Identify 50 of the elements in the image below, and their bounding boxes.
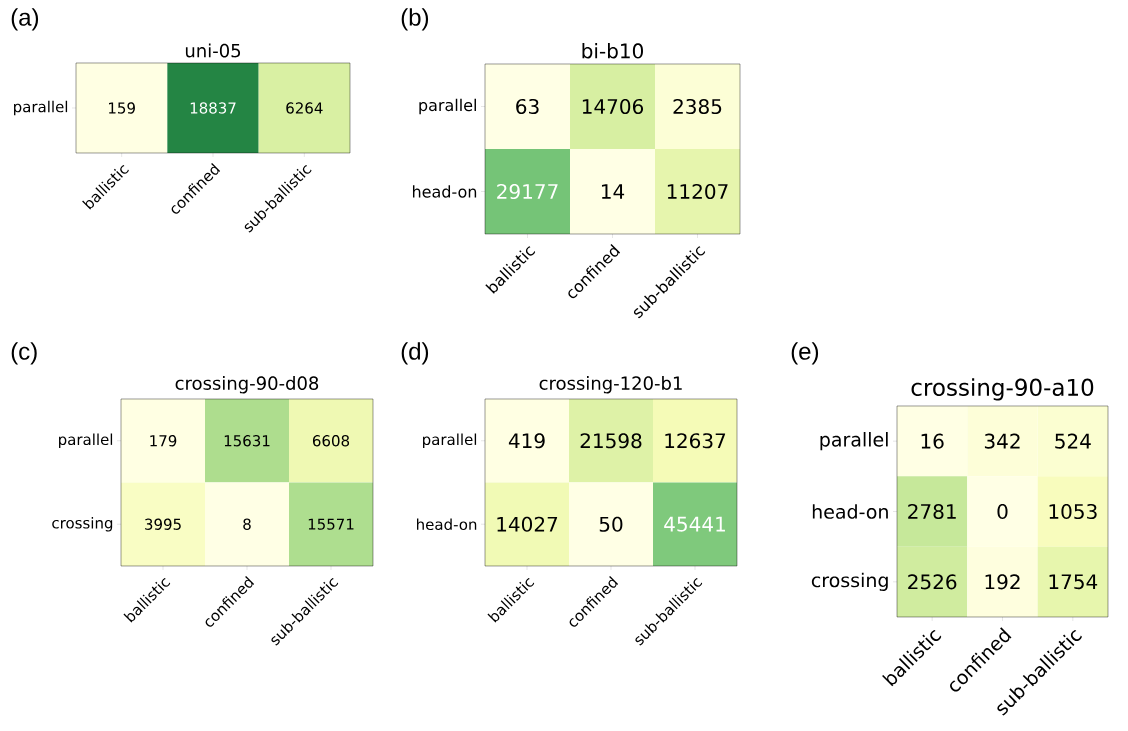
chart-title: crossing-90-a10 bbox=[911, 378, 1094, 401]
text: (e) bbox=[791, 342, 819, 365]
data-label: 18837 bbox=[190, 102, 236, 114]
y-tick-label: parallel bbox=[820, 431, 888, 451]
data-label: 342 bbox=[984, 433, 1020, 449]
y-tick-label: head-on bbox=[417, 518, 477, 531]
data-label: 3995 bbox=[145, 518, 181, 530]
y-tick-label: crossing bbox=[52, 516, 113, 532]
data-label: 14706 bbox=[582, 98, 644, 115]
data-label: 2781 bbox=[908, 503, 956, 520]
data-label: 1053 bbox=[1049, 503, 1097, 520]
data-label: 1754 bbox=[1049, 574, 1098, 590]
y-tick-label: parallel bbox=[59, 433, 113, 448]
data-label: 159 bbox=[109, 102, 135, 114]
data-label: 15571 bbox=[308, 518, 354, 530]
chart-title: crossing-120-b1 bbox=[539, 376, 682, 394]
data-label: 21598 bbox=[580, 433, 642, 449]
chart-title: uni-05 bbox=[185, 43, 241, 58]
y-tick-label: head-on bbox=[812, 504, 888, 519]
data-label: 29177 bbox=[497, 183, 558, 200]
data-label: 419 bbox=[508, 433, 545, 449]
data-label: 8 bbox=[243, 518, 251, 530]
data-label: 16 bbox=[921, 433, 944, 449]
data-label: 45441 bbox=[664, 516, 725, 532]
y-tick-label: crossing bbox=[811, 572, 888, 592]
text: (d) bbox=[401, 342, 429, 365]
text: (a) bbox=[11, 8, 39, 31]
chart-title: crossing-90-d08 bbox=[175, 376, 319, 394]
data-label: 6608 bbox=[312, 435, 350, 447]
data-label: 192 bbox=[985, 574, 1020, 590]
y-tick-label: parallel bbox=[423, 433, 477, 448]
data-label: 11207 bbox=[667, 183, 728, 200]
text: (c) bbox=[11, 342, 37, 365]
chart-title: bi-b10 bbox=[582, 42, 643, 59]
data-label: 6264 bbox=[286, 102, 323, 114]
data-label: 2526 bbox=[908, 574, 957, 590]
y-tick-label: head-on bbox=[412, 185, 477, 198]
data-label: 524 bbox=[1055, 433, 1091, 449]
y-tick-label: parallel bbox=[14, 100, 68, 116]
y-tick-label: parallel bbox=[419, 98, 476, 115]
text: (b) bbox=[401, 8, 429, 31]
data-label: 14027 bbox=[497, 516, 558, 532]
data-label: 63 bbox=[516, 98, 539, 115]
data-label: 2385 bbox=[673, 98, 722, 115]
data-label: 0 bbox=[997, 503, 1008, 520]
data-label: 179 bbox=[150, 435, 177, 447]
data-label: 12637 bbox=[665, 433, 726, 449]
data-label: 50 bbox=[599, 516, 623, 532]
data-label: 14 bbox=[601, 184, 625, 199]
data-label: 15631 bbox=[224, 435, 270, 447]
